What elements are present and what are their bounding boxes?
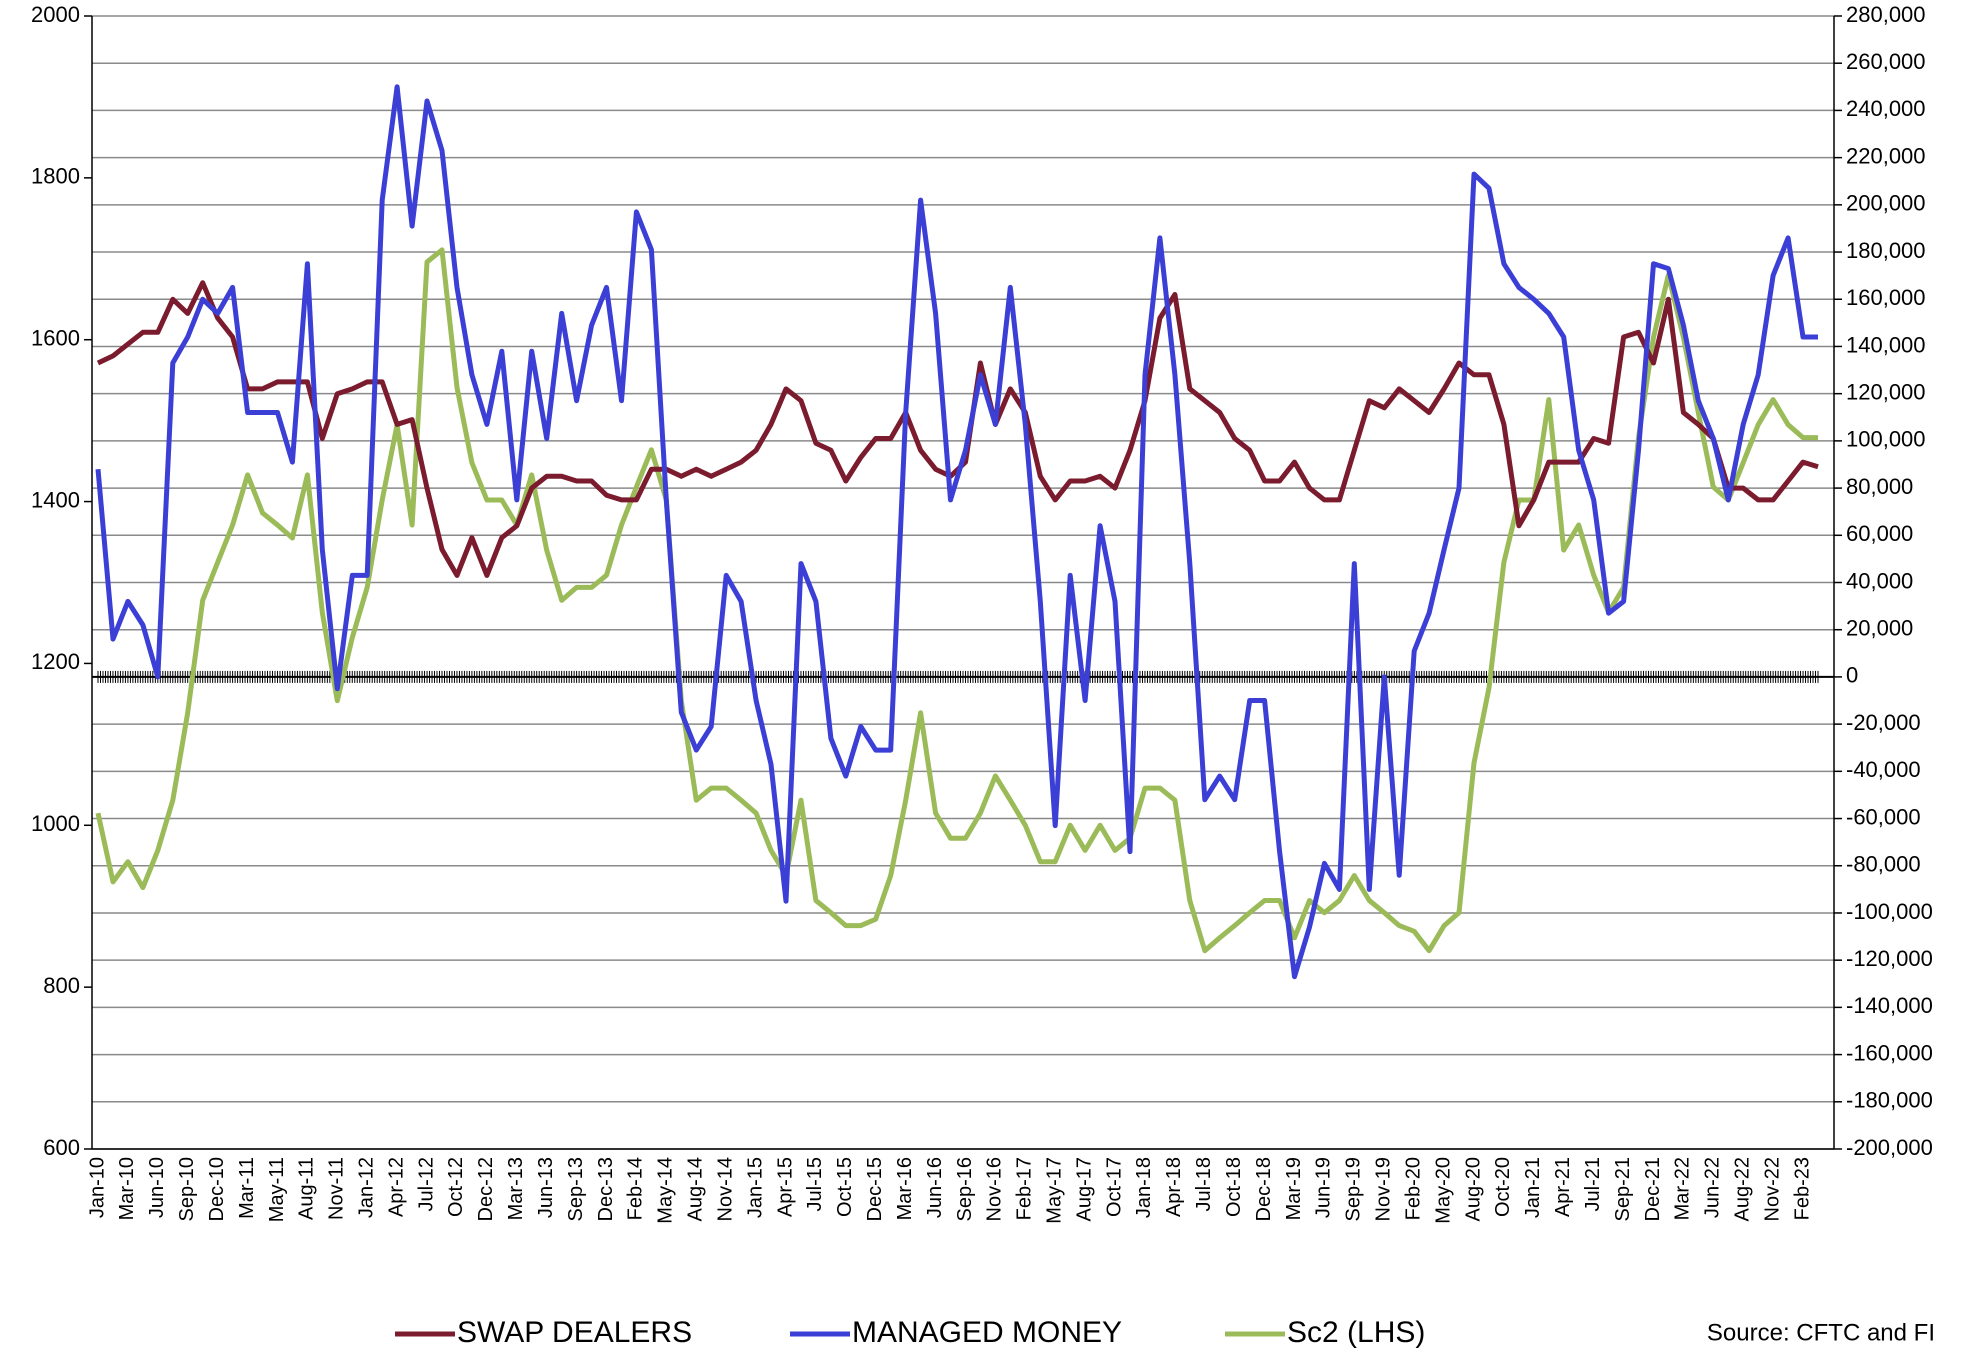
y2-tick-label: -200,000 [1846, 1135, 1933, 1160]
legend-label: MANAGED MONEY [852, 1316, 1122, 1349]
y2-tick-label: 20,000 [1846, 616, 1913, 641]
x-tick-label: May-20 [1432, 1157, 1454, 1224]
x-tick-label: Nov-11 [326, 1157, 348, 1220]
x-tick-label: Aug-11 [296, 1157, 318, 1220]
x-tick-label: Oct-20 [1492, 1157, 1514, 1217]
x-tick-label: Mar-13 [505, 1157, 527, 1220]
y2-tick-label: 0 [1846, 663, 1858, 688]
x-tick-label: Jun-13 [535, 1157, 557, 1218]
x-tick-label: Mar-19 [1283, 1157, 1305, 1220]
x-tick-label: Aug-20 [1462, 1157, 1484, 1222]
y2-tick-label: -160,000 [1846, 1040, 1933, 1065]
x-tick-label: Sep-19 [1343, 1157, 1365, 1222]
y-tick-label: 1600 [31, 326, 80, 351]
x-tick-label: Dec-13 [595, 1157, 617, 1221]
y2-tick-label: 40,000 [1846, 568, 1913, 593]
y2-tick-label: -20,000 [1846, 710, 1921, 735]
x-tick-label: Oct-18 [1223, 1157, 1245, 1217]
x-tick-label: Jul-18 [1193, 1157, 1215, 1211]
y2-tick-label: 100,000 [1846, 427, 1926, 452]
x-tick-label: Jan-18 [1133, 1157, 1155, 1218]
x-tick-label: Jun-16 [924, 1157, 946, 1218]
x-tick-label: Apr-12 [385, 1157, 407, 1217]
x-tick-label: May-11 [266, 1157, 288, 1222]
source: Source: CFTC and FI [1707, 1319, 1935, 1346]
x-tick-label: Jan-21 [1522, 1157, 1544, 1218]
x-tick-label: Aug-17 [1073, 1157, 1095, 1222]
x-tick-label: Sep-16 [954, 1157, 976, 1222]
y-tick-label: 1400 [31, 487, 80, 512]
y2-tick-label: 120,000 [1846, 379, 1926, 404]
x-tick-label: Apr-21 [1552, 1157, 1574, 1217]
x-tick-label: Oct-17 [1103, 1157, 1125, 1217]
legend-label: SWAP DEALERS [457, 1316, 692, 1349]
x-tick-label: Jun-19 [1313, 1157, 1335, 1218]
y-tick-label: 600 [43, 1135, 80, 1160]
x-tick-label: Feb-20 [1402, 1157, 1424, 1220]
x-tick-label: Nov-14 [714, 1157, 736, 1221]
y2-tick-label: -180,000 [1846, 1088, 1933, 1113]
x-tick-label: Sep-21 [1612, 1157, 1634, 1222]
y2-tick-label: 140,000 [1846, 332, 1926, 357]
x-tick-label: Mar-11 [236, 1157, 258, 1219]
legend-label: Sc2 (LHS) [1287, 1316, 1425, 1349]
x-tick-label: May-17 [1043, 1157, 1065, 1224]
x-tick-label: Jan-10 [86, 1157, 108, 1218]
y-tick-label: 800 [43, 973, 80, 998]
y-tick-label: 1200 [31, 649, 80, 674]
x-tick-label: Mar-10 [116, 1157, 138, 1220]
x-tick-label: Nov-22 [1761, 1157, 1783, 1221]
y-tick-label: 2000 [31, 2, 80, 27]
y2-tick-label: 200,000 [1846, 191, 1926, 216]
x-tick-label: Apr-15 [774, 1157, 796, 1217]
y2-tick-label: 160,000 [1846, 285, 1926, 310]
x-tick-label: Feb-23 [1791, 1157, 1813, 1220]
y2-tick-label: 260,000 [1846, 49, 1926, 74]
y2-tick-label: -100,000 [1846, 899, 1933, 924]
x-tick-label: Nov-16 [984, 1157, 1006, 1221]
x-tick-label: May-14 [655, 1157, 677, 1224]
x-tick-label: Aug-22 [1731, 1157, 1753, 1222]
y2-tick-label: -140,000 [1846, 993, 1933, 1018]
y2-tick-label: -40,000 [1846, 757, 1921, 782]
x-tick-label: Dec-10 [206, 1157, 228, 1221]
x-tick-label: Oct-12 [445, 1157, 467, 1217]
x-tick-label: Jun-10 [146, 1157, 168, 1218]
y2-tick-label: -60,000 [1846, 804, 1921, 829]
x-tick-label: Dec-21 [1642, 1157, 1664, 1221]
y2-tick-label: 60,000 [1846, 521, 1913, 546]
x-tick-label: Jul-15 [804, 1157, 826, 1211]
series-line [95, 247, 1818, 954]
x-tick-label: Sep-10 [176, 1157, 198, 1222]
x-tick-label: Sep-13 [565, 1157, 587, 1222]
x-tick-label: Mar-16 [894, 1157, 916, 1220]
x-tick-label: Oct-15 [834, 1157, 856, 1217]
y2-tick-label: 180,000 [1846, 238, 1926, 263]
x-tick-label: Jul-12 [415, 1157, 437, 1211]
x-tick-label: Jan-15 [744, 1157, 766, 1218]
x-tick-label: Feb-17 [1014, 1157, 1036, 1220]
x-tick-label: Jul-21 [1582, 1157, 1604, 1211]
x-tick-label: Apr-18 [1163, 1157, 1185, 1217]
x-tick-label: Jun-22 [1702, 1157, 1724, 1218]
x-tick-label: Aug-14 [685, 1157, 707, 1222]
x-tick-label: Dec-15 [864, 1157, 886, 1221]
y2-tick-label: 280,000 [1846, 2, 1926, 27]
y-tick-label: 1800 [31, 164, 80, 189]
y2-tick-label: 220,000 [1846, 143, 1926, 168]
x-tick-label: Nov-19 [1373, 1157, 1395, 1221]
y2-tick-label: -120,000 [1846, 946, 1933, 971]
series-line [95, 84, 1818, 980]
y2-tick-label: -80,000 [1846, 852, 1921, 877]
y2-tick-label: 80,000 [1846, 474, 1913, 499]
x-tick-label: Dec-12 [475, 1157, 497, 1221]
x-tick-label: Mar-22 [1672, 1157, 1694, 1220]
y2-tick-label: 240,000 [1846, 96, 1926, 121]
x-tick-label: Jan-12 [355, 1157, 377, 1218]
x-tick-label: Feb-14 [625, 1157, 647, 1220]
y-tick-label: 1000 [31, 811, 80, 836]
x-tick-label: Dec-18 [1253, 1157, 1275, 1221]
